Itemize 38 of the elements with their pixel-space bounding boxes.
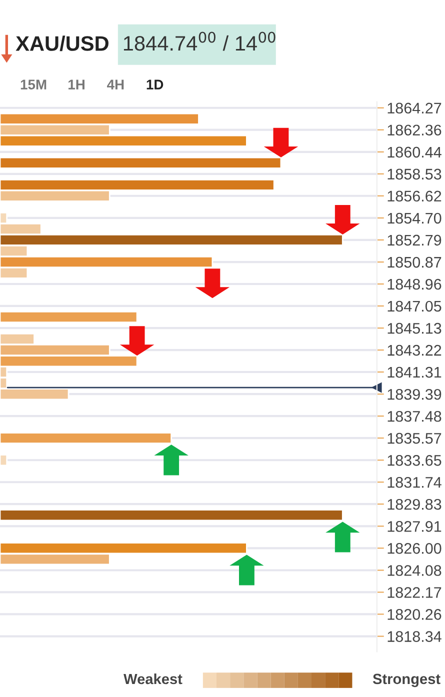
text: 1H	[68, 80, 84, 90]
y-tick-label: 1858.53	[388, 168, 442, 180]
y-tick-label: 1824.08	[388, 565, 442, 576]
y-tick-label: 1827.91	[388, 521, 442, 532]
y-tick-label: 1839.39	[388, 388, 442, 400]
y-tick-label: 1822.17	[388, 587, 442, 598]
y-tick-label: 1848.96	[388, 278, 442, 290]
bar	[0, 432, 172, 444]
y-tick-label: 1831.74	[388, 476, 442, 488]
chart-subtitle: 1844.74$^{00}$ / 14$^{00}$	[124, 32, 276, 51]
y-tick-label: 1850.87	[388, 256, 442, 268]
chart-title: XAU/USD	[16, 36, 108, 52]
bar	[0, 156, 282, 169]
bar	[0, 311, 138, 324]
y-tick-label: 1837.48	[388, 410, 442, 422]
y-tick-label: 1864.27	[388, 102, 442, 114]
y-tick-label: 1833.65	[388, 455, 442, 466]
y-tick-label: 1852.79	[388, 234, 442, 246]
y-tick-label: 1841.31	[388, 366, 442, 378]
bar	[0, 509, 344, 522]
y-tick-label: 1843.22	[388, 344, 442, 356]
y-tick-label: 1818.34	[388, 631, 442, 642]
text: 4H	[107, 80, 124, 90]
bar	[0, 454, 8, 466]
y-tick-label: 1862.36	[388, 124, 442, 136]
text: 1D	[146, 80, 164, 90]
y-tick-label: 1856.62	[388, 190, 442, 202]
y-tick-label: 1845.13	[388, 322, 442, 334]
y-tick-label: 1835.57	[388, 432, 442, 444]
text: Weakest	[124, 673, 182, 684]
y-tick-label: 1829.83	[388, 498, 442, 510]
y-tick-label: 1826.00	[388, 543, 442, 554]
text: Strongest	[372, 674, 440, 688]
y-tick-label: 1860.44	[388, 146, 442, 158]
y-tick-label: 1820.26	[388, 609, 442, 620]
y-tick-label: 1847.05	[388, 300, 442, 312]
y-tick-label: 1854.70	[388, 212, 442, 224]
text: 15M	[20, 80, 46, 90]
